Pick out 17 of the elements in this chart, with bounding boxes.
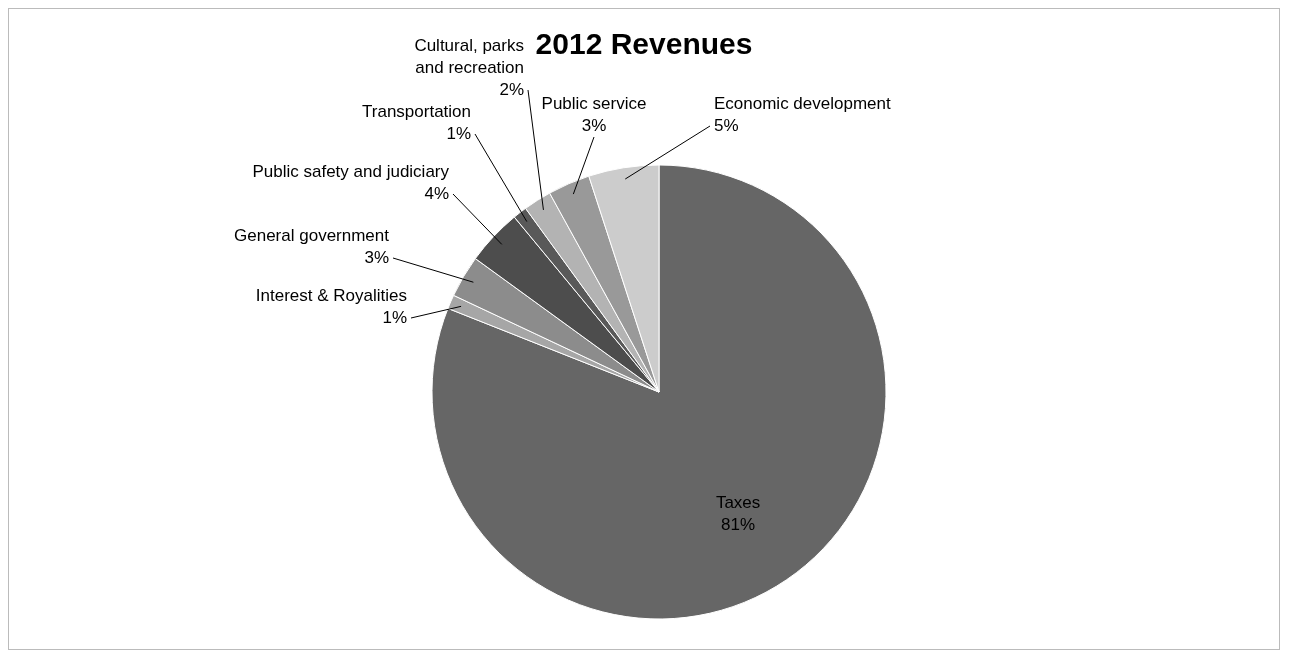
- slice-label: Taxes: [715, 493, 761, 513]
- data-label: 81%: [721, 515, 756, 535]
- data-label: 1%: [382, 308, 407, 327]
- data-label: 2%: [499, 80, 524, 99]
- data-label: 3%: [364, 248, 389, 267]
- data-label: 1%: [446, 124, 471, 143]
- data-label: 4%: [424, 184, 449, 203]
- slice-label: Economic development: [714, 94, 891, 113]
- slice-label: Cultural, parks and recreation: [414, 36, 524, 77]
- slice-label: General government: [234, 226, 390, 245]
- chart-title: 2012 Revenues: [535, 27, 753, 60]
- data-label: 3%: [581, 116, 607, 135]
- slice-label: Transportation: [362, 102, 471, 121]
- slice-label: Public safety and judiciary: [252, 162, 450, 181]
- slice-label: Public service: [541, 94, 647, 113]
- slice-label: Interest & Royalities: [255, 286, 407, 305]
- data-label: 5%: [714, 116, 739, 135]
